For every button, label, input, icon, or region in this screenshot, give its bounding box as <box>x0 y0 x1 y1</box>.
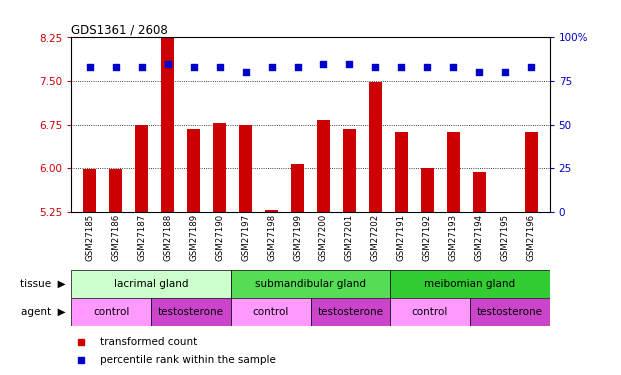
Text: control: control <box>93 307 129 317</box>
Bar <box>109 170 122 212</box>
Text: control: control <box>412 307 448 317</box>
Text: GDS1361 / 2608: GDS1361 / 2608 <box>71 23 168 36</box>
Bar <box>390 298 470 326</box>
Bar <box>317 120 330 212</box>
Bar <box>83 170 96 212</box>
Text: testosterone: testosterone <box>317 307 383 317</box>
Text: GSM27197: GSM27197 <box>241 214 250 261</box>
Text: meibomian gland: meibomian gland <box>424 279 515 289</box>
Point <box>266 64 276 70</box>
Text: GSM27191: GSM27191 <box>397 214 406 261</box>
Text: GSM27196: GSM27196 <box>527 214 536 261</box>
Text: percentile rank within the sample: percentile rank within the sample <box>100 355 276 365</box>
Bar <box>473 172 486 212</box>
Point <box>84 64 94 70</box>
Bar <box>187 129 200 212</box>
Text: GSM27190: GSM27190 <box>215 214 224 261</box>
Text: lacrimal gland: lacrimal gland <box>114 279 188 289</box>
Text: control: control <box>253 307 289 317</box>
Text: GSM27198: GSM27198 <box>267 214 276 261</box>
Text: submandibular gland: submandibular gland <box>255 279 366 289</box>
Bar <box>395 132 408 212</box>
Point <box>292 64 302 70</box>
Text: testosterone: testosterone <box>477 307 543 317</box>
Text: GSM27193: GSM27193 <box>449 214 458 261</box>
Bar <box>239 125 252 212</box>
Text: tissue  ▶: tissue ▶ <box>20 279 65 289</box>
Bar <box>421 168 434 212</box>
Text: GSM27200: GSM27200 <box>319 214 328 261</box>
Point <box>345 61 355 67</box>
Text: agent  ▶: agent ▶ <box>20 307 65 317</box>
Text: GSM27195: GSM27195 <box>501 214 510 261</box>
Text: GSM27187: GSM27187 <box>137 214 146 261</box>
Text: GSM27185: GSM27185 <box>85 214 94 261</box>
Bar <box>161 17 174 212</box>
Bar <box>343 129 356 212</box>
Bar <box>291 164 304 212</box>
Point <box>111 64 120 70</box>
Bar <box>151 298 231 326</box>
Point <box>422 64 432 70</box>
Bar <box>525 132 538 212</box>
Bar <box>447 132 460 212</box>
Bar <box>390 270 550 298</box>
Bar <box>310 298 390 326</box>
Text: testosterone: testosterone <box>158 307 224 317</box>
Point <box>474 69 484 75</box>
Point <box>527 64 537 70</box>
Text: GSM27188: GSM27188 <box>163 214 172 261</box>
Text: transformed count: transformed count <box>100 336 197 346</box>
Point <box>189 64 199 70</box>
Point <box>240 69 250 75</box>
Bar <box>265 210 278 212</box>
Text: GSM27186: GSM27186 <box>111 214 120 261</box>
Point <box>448 64 458 70</box>
Text: GSM27199: GSM27199 <box>293 214 302 261</box>
Text: GSM27189: GSM27189 <box>189 214 198 261</box>
Bar <box>71 270 231 298</box>
Text: GSM27201: GSM27201 <box>345 214 354 261</box>
Point <box>396 64 406 70</box>
Bar <box>71 298 151 326</box>
Bar <box>231 298 310 326</box>
Bar <box>470 298 550 326</box>
Point <box>371 64 381 70</box>
Bar <box>213 123 226 212</box>
Point <box>215 64 225 70</box>
Bar <box>369 82 382 212</box>
Point <box>163 61 173 67</box>
Bar <box>135 124 148 212</box>
Bar <box>231 270 390 298</box>
Text: GSM27192: GSM27192 <box>423 214 432 261</box>
Point <box>501 69 510 75</box>
Text: GSM27202: GSM27202 <box>371 214 380 261</box>
Text: GSM27194: GSM27194 <box>475 214 484 261</box>
Point <box>319 61 329 67</box>
Point <box>137 64 147 70</box>
